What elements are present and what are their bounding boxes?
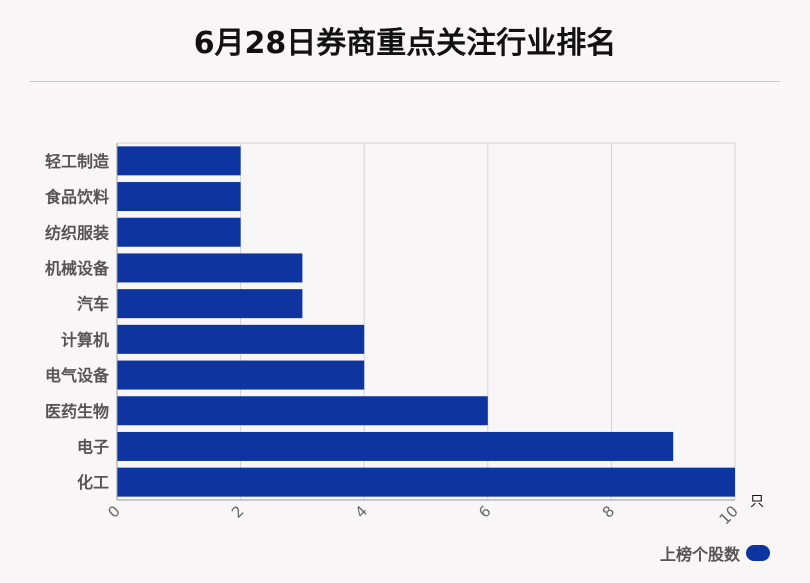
category-label-7: 医药生物: [45, 402, 109, 421]
category-label-0: 轻工制造: [45, 152, 110, 171]
bars: [117, 146, 735, 497]
tick-label-0: 0: [104, 502, 123, 521]
legend-label: 上榜个股数: [659, 545, 740, 564]
category-label-4: 汽车: [77, 295, 109, 314]
bar-5: [117, 324, 365, 354]
category-label-8: 电子: [77, 437, 109, 456]
category-label-6: 电气设备: [45, 366, 110, 385]
tick-label-2: 4: [352, 502, 371, 521]
bar-8: [117, 431, 674, 461]
category-label-5: 计算机: [61, 330, 109, 349]
tick-label-1: 2: [228, 502, 247, 521]
tick-labels: 0 2 4 6 8 10: [104, 502, 741, 528]
legend: 上榜个股数: [660, 541, 770, 565]
category-label-9: 化工: [77, 473, 109, 492]
bar-3: [117, 253, 303, 283]
bar-2: [117, 217, 241, 247]
category-label-2: 纺织服装: [45, 223, 109, 242]
chart-title: 6月28日券商重点关注行业排名: [193, 26, 617, 61]
tick-label-4: 8: [599, 502, 618, 521]
tick-label-3: 6: [475, 502, 494, 521]
bar-0: [117, 146, 241, 176]
x-axis-unit: 只: [750, 494, 764, 510]
bar-9: [117, 467, 735, 497]
bar-6: [117, 360, 365, 390]
legend-swatch: [746, 545, 770, 561]
bar-4: [117, 289, 303, 319]
category-label-1: 食品饮料: [44, 188, 109, 207]
bar-1: [117, 182, 241, 212]
title-divider: [30, 81, 780, 82]
bar-7: [117, 396, 488, 426]
tick-label-5: 10: [716, 502, 742, 528]
axes: [116, 143, 735, 501]
category-label-3: 机械设备: [45, 259, 110, 278]
